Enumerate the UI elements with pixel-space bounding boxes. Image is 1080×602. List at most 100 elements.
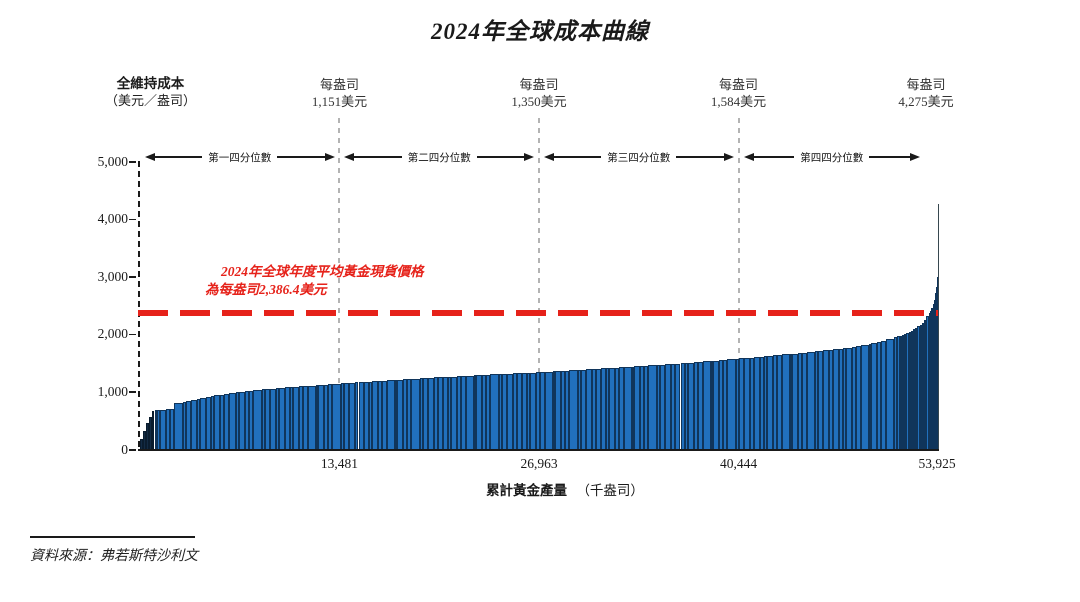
bar (386, 380, 395, 450)
bar (142, 431, 146, 450)
arrowhead-left-icon (544, 153, 554, 161)
bar (490, 374, 500, 450)
bar (248, 390, 254, 450)
arrowhead-left-icon (743, 153, 754, 161)
bar (223, 394, 229, 450)
bar (341, 383, 345, 450)
bar (371, 381, 379, 450)
bar (933, 299, 936, 450)
bar (912, 329, 916, 450)
bar (437, 377, 444, 450)
bar (766, 355, 774, 450)
bar (615, 367, 619, 450)
bar (539, 372, 545, 450)
quartile-boundary-dashed-line (737, 118, 740, 450)
per-oz-value: 4,275美元 (898, 93, 954, 109)
bar (265, 389, 270, 450)
bar (680, 363, 686, 450)
bar (213, 395, 220, 450)
bar (697, 361, 703, 450)
bar (657, 364, 661, 450)
bar (476, 375, 482, 450)
bar (910, 330, 913, 450)
bar (694, 362, 698, 450)
arrow-line (476, 156, 524, 158)
quartile-value-label: 每盎司 1,350美元 (464, 77, 614, 111)
bar (759, 356, 765, 450)
quartile-label: 第一四分位數 (208, 152, 272, 164)
bar (908, 331, 911, 450)
bar (743, 357, 751, 450)
bar (423, 378, 428, 450)
bar (792, 353, 798, 450)
arrowhead-left-icon (145, 153, 155, 161)
quartile-value-label: 每盎司 1,584美元 (664, 77, 814, 111)
bar (789, 354, 793, 450)
bar (601, 368, 607, 450)
quartile-label: 第二四分位數 (407, 152, 471, 164)
bar (815, 351, 819, 450)
bar (932, 304, 934, 450)
bar (931, 308, 933, 450)
source-divider (30, 536, 195, 538)
quartile-boundary-dashed-line (538, 118, 540, 450)
bar (631, 366, 635, 450)
bar (169, 409, 175, 450)
bar (592, 369, 596, 450)
bar (585, 369, 593, 450)
bar (279, 387, 286, 450)
bar (623, 366, 632, 450)
y-tick-label: 2,000 (97, 326, 128, 342)
bar (348, 382, 356, 450)
bar (140, 439, 143, 450)
bar (674, 363, 681, 450)
bar (739, 358, 744, 450)
bar (381, 380, 387, 450)
bar (718, 360, 723, 450)
bar (355, 382, 359, 450)
x-axis-title-main: 累計黃金產量 (486, 483, 568, 498)
quartile-arrow: 第一四分位數 (145, 151, 335, 164)
bar (660, 364, 665, 450)
bar (527, 372, 530, 450)
bar (315, 385, 319, 450)
x-tick-label: 53,925 (918, 456, 956, 471)
quartile-arrow: 第三四分位數 (544, 151, 734, 164)
arrowhead-right-icon (723, 153, 734, 161)
x-tick-label: 40,444 (719, 456, 758, 471)
bar (727, 359, 737, 450)
bar (506, 373, 514, 450)
bar (919, 324, 922, 450)
x-axis-title-unit: （千盎司） (576, 483, 644, 498)
y-tick-mark (129, 276, 136, 278)
bar (219, 394, 224, 450)
bar (894, 337, 898, 450)
arrow-line (354, 156, 402, 158)
bar (465, 375, 474, 450)
bar (936, 287, 937, 450)
bar (253, 390, 263, 450)
bar (843, 348, 846, 450)
arrow-line (676, 156, 724, 158)
bar (239, 391, 245, 450)
bar (702, 361, 711, 450)
bar (753, 357, 760, 450)
y-tick-mark (129, 449, 136, 451)
bar (397, 379, 403, 450)
bar (928, 313, 930, 450)
bar (299, 386, 303, 450)
bar (797, 353, 802, 450)
bar (618, 367, 624, 450)
bar (402, 379, 407, 450)
bar (687, 362, 695, 450)
bar (411, 378, 421, 450)
bar (369, 381, 372, 450)
bar (154, 409, 158, 450)
bar (578, 369, 582, 450)
bar (852, 346, 856, 450)
bar (634, 366, 640, 450)
quartile-value-label: 每盎司 1,151美元 (264, 77, 414, 111)
quartile-boundary-dashed-line (338, 118, 341, 450)
